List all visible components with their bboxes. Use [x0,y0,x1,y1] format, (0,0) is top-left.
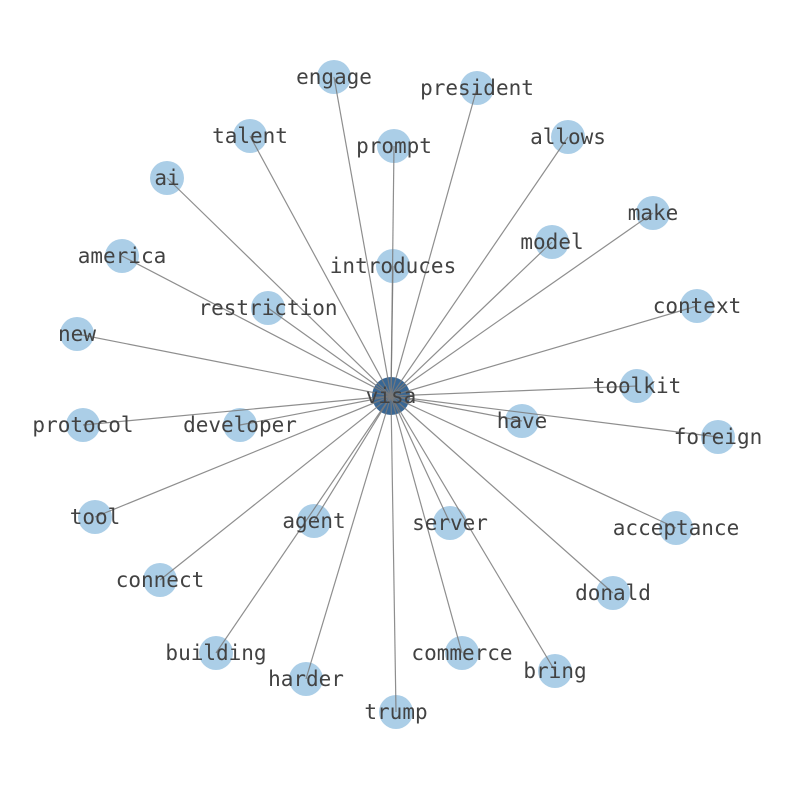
edge-visa-foreign [390,395,719,438]
node-label-acceptance: acceptance [613,516,739,540]
edge-visa-introduces [390,265,394,397]
edge-visa-model [390,241,553,397]
edge-visa-protocol [82,395,392,426]
node-label-talent: talent [212,124,288,148]
edge-visa-agent [313,395,392,522]
edge-visa-engage [333,76,392,397]
node-label-tool: tool [70,505,121,529]
node-label-foreign: foreign [674,425,763,449]
node-label-context: context [653,294,742,318]
edge-visa-talent [249,135,392,397]
node-label-make: make [628,201,679,225]
node-label-have: have [497,409,548,433]
node-label-restriction: restriction [198,296,337,320]
node-label-introduces: introduces [330,254,456,278]
node-label-harder: harder [268,667,344,691]
node-label-building: building [165,641,266,665]
node-label-president: president [420,76,534,100]
edge-visa-trump [390,395,397,713]
edge-visa-allows [390,136,569,397]
edge-visa-donald [390,395,614,594]
node-label-america: america [78,244,167,268]
node-label-new: new [58,322,96,346]
edge-visa-context [390,305,698,397]
node-label-ai: ai [154,166,179,190]
node-label-server: server [412,511,488,535]
node-label-donald: donald [575,581,651,605]
node-label-connect: connect [116,568,205,592]
node-label-model: model [520,230,583,254]
node-label-engage: engage [296,65,372,89]
edge-visa-acceptance [390,395,677,529]
node-label-bring: bring [523,659,586,683]
node-label-trump: trump [364,700,427,724]
node-label-visa: visa [366,384,417,408]
edge-visa-toolkit [390,385,638,397]
edge-visa-new [76,333,392,397]
node-label-agent: agent [282,509,345,533]
edge-visa-president [390,87,478,397]
edge-visa-have [390,395,523,422]
node-label-protocol: protocol [32,413,133,437]
edge-visa-developer [239,395,392,426]
edge-visa-commerce [390,395,463,654]
edge-visa-ai [166,177,392,397]
edge-visa-bring [390,395,556,672]
edge-visa-connect [159,395,392,581]
node-label-developer: developer [183,413,297,437]
edge-visa-building [215,395,392,654]
edge-visa-server [390,395,451,524]
node-label-commerce: commerce [411,641,512,665]
labels-layer: visa engage president talent allows prompt ai m… [32,65,762,724]
node-label-toolkit: toolkit [593,374,682,398]
node-label-allows: allows [530,125,606,149]
edge-visa-restriction [267,307,392,397]
edge-visa-tool [94,395,392,518]
node-label-prompt: prompt [356,134,432,158]
edge-visa-make [390,212,654,397]
edges-layer [76,76,719,713]
edge-visa-harder [305,395,392,680]
edge-visa-america [121,255,392,397]
